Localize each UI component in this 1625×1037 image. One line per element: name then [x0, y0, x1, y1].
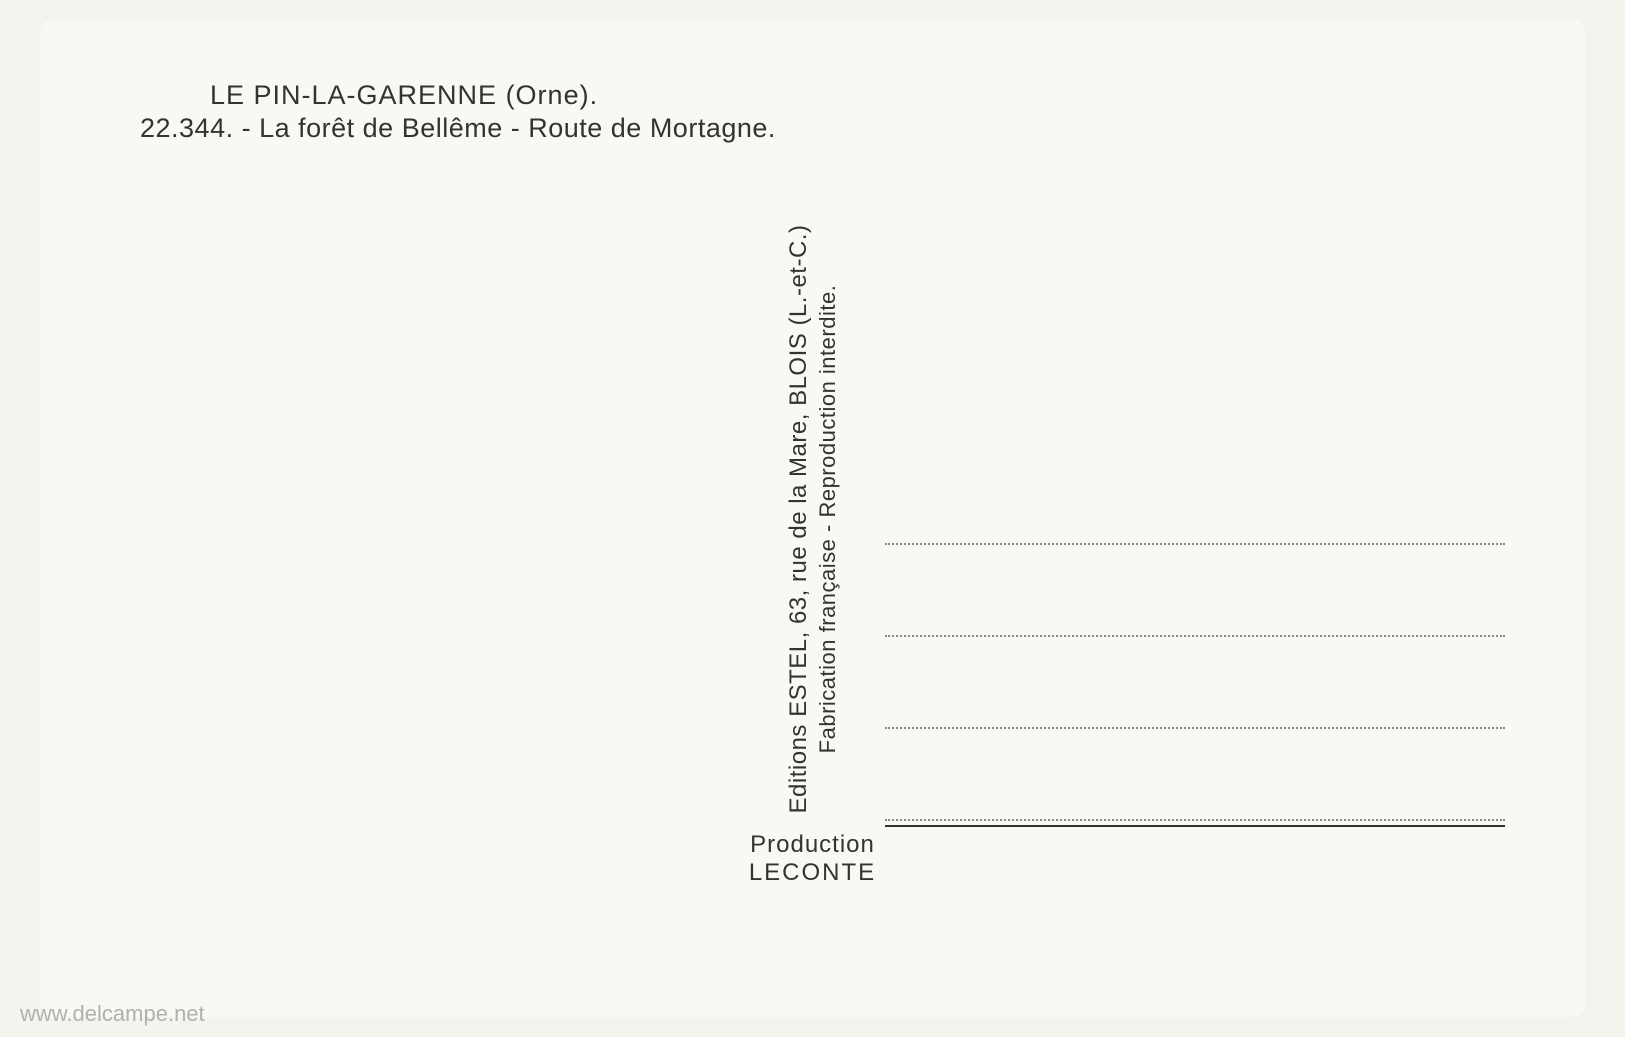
production-name: LECONTE [749, 859, 876, 887]
publisher-block: Editions ESTEL, 63, rue de la Mare, BLOI… [785, 224, 841, 813]
publisher-name: Editions ESTEL, 63, rue de la Mare, BLOI… [785, 224, 813, 813]
production-label: Production [749, 831, 876, 859]
address-underline [885, 825, 1505, 827]
reference-number: 22.344. [140, 113, 234, 143]
postcard-back: LE PIN-LA-GARENNE (Orne). 22.344. - La f… [40, 20, 1585, 1017]
production-credit: Production LECONTE [749, 831, 876, 887]
caption-line: 22.344. - La forêt de Bellême - Route de… [140, 113, 776, 144]
watermark-text: www.delcampe.net [20, 1001, 205, 1027]
location-title: LE PIN-LA-GARENNE (Orne). [210, 80, 776, 111]
address-line [885, 727, 1505, 729]
postcard-header: LE PIN-LA-GARENNE (Orne). 22.344. - La f… [140, 80, 776, 144]
address-line [885, 635, 1505, 637]
publisher-notice: Fabrication française - Reproduction int… [815, 224, 841, 813]
address-line [885, 543, 1505, 545]
caption-text: - La forêt de Bellême - Route de Mortagn… [242, 113, 776, 143]
address-area [885, 543, 1505, 827]
address-line [885, 819, 1505, 821]
